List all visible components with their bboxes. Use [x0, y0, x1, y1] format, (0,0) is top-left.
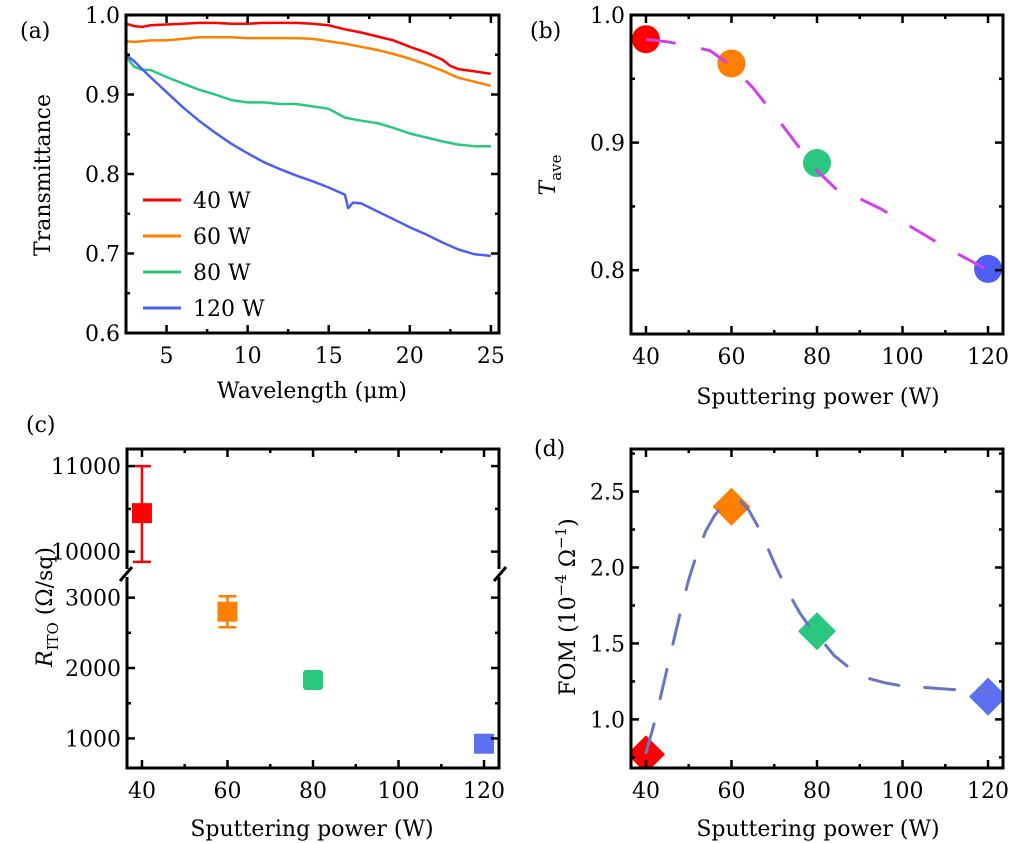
- markers-d: [631, 487, 1003, 768]
- data-point-120w: [969, 677, 1003, 716]
- panel-label-a: (a): [20, 19, 50, 44]
- data-point-60w: [717, 49, 746, 78]
- x-tick-label-a: 10: [234, 344, 262, 369]
- y-tick-label-b: 0.8: [590, 259, 625, 284]
- x-tick-label-d: 100: [882, 779, 924, 804]
- panel-d-figure-of-merit: (d) 40 60 80 100 120 1.0 1.5 2.0 2.5 Sputtering …: [534, 437, 1009, 842]
- svg-text:Tave: Tave: [536, 154, 565, 195]
- y-tick-label-b: 0.9: [590, 132, 625, 157]
- y-axis-title-b: Tave: [536, 154, 565, 195]
- data-point-40w: [631, 735, 665, 768]
- data-point-120w: [474, 733, 495, 754]
- series-line-40w: [125, 21, 492, 76]
- panel-b-average-transmittance: (b) 40 60 80 100 120 0.8 0.9 1.0 Sputtering pow…: [530, 4, 1009, 410]
- y-axis-title-a: Transmittance: [31, 94, 56, 256]
- data-point-80w: [303, 670, 323, 691]
- axis-break-mark-left: [118, 566, 134, 582]
- y-axis-title-d-mid: Ω: [556, 549, 581, 574]
- legend-label: 60 W: [193, 225, 251, 250]
- panel-label-d: (d): [534, 437, 565, 462]
- y-axis-title-b-main: T: [536, 178, 561, 195]
- x-axis-title-a: Wavelength (μm): [217, 379, 407, 404]
- series-line-120w: [125, 53, 492, 258]
- plot-area-a: 5 10 15 20 25 0.6 0.7 0.8 0.9 1.0: [85, 4, 505, 369]
- x-tick-label-d: 120: [967, 779, 1009, 804]
- x-tick-label-b: 80: [803, 345, 831, 370]
- data-point-80w: [803, 149, 831, 178]
- y-axis-title-c: RITO (Ω/sq): [33, 547, 62, 668]
- x-tick-label-a: 15: [315, 344, 343, 369]
- y-tick-label-a: 0.6: [85, 322, 120, 347]
- plot-area-c: 40 60 80 100 120 1000 2000 3000 10000 11000: [51, 447, 508, 804]
- y-tick-label-d: 2.5: [590, 481, 625, 506]
- x-tick-label-b: 120: [967, 345, 1009, 370]
- y-axis-title-d-end: ): [556, 518, 581, 527]
- x-axis-title-d: Sputtering power (W): [696, 817, 939, 842]
- data-point-60w: [712, 487, 751, 526]
- y-axis-title-c-sub: ITO: [44, 622, 62, 650]
- y-tick-label-c: 10000: [51, 541, 121, 566]
- y-tick-label-a: 0.7: [85, 243, 120, 268]
- x-tick-label-b: 100: [882, 345, 924, 370]
- y-tick-label-c: 3000: [65, 587, 121, 612]
- y-axis-title-c-unit: (Ω/sq): [33, 547, 58, 622]
- x-tick-label-a: 25: [477, 344, 505, 369]
- panel-label-c: (c): [26, 413, 56, 438]
- y-tick-label-c: 2000: [65, 657, 121, 682]
- x-axis-title-c: Sputtering power (W): [190, 817, 433, 842]
- x-tick-label-a: 20: [396, 344, 424, 369]
- y-tick-label-d: 1.0: [590, 708, 625, 733]
- y-tick-label-c: 11000: [51, 455, 121, 480]
- y-tick-label-d: 1.5: [590, 632, 625, 657]
- svg-text:FOM (10−4 Ω−1): FOM (10−4 Ω−1): [552, 518, 581, 695]
- data-point-60w: [217, 601, 238, 622]
- x-tick-label-c: 100: [378, 779, 420, 804]
- plot-frame-a: [124, 13, 501, 335]
- data-point-120w: [974, 254, 1003, 283]
- plot-frame-c: [125, 447, 501, 770]
- series-line-60w: [125, 36, 492, 88]
- plot-area-b: 40 60 80 100 120 0.8 0.9 1.0: [590, 4, 1009, 370]
- legend-a: 40 W 60 W 80 W 120 W: [143, 189, 265, 322]
- x-tick-label-d: 40: [632, 779, 660, 804]
- x-tick-label-d: 80: [803, 779, 831, 804]
- y-tick-label-b: 1.0: [590, 4, 625, 29]
- y-axis-title-d-sup2: −1: [552, 527, 570, 549]
- plot-area-d: 40 60 80 100 120 1.0 1.5 2.0 2.5: [590, 447, 1009, 804]
- fit-line-d: [644, 498, 990, 755]
- legend-label: 40 W: [193, 189, 251, 214]
- x-tick-label-c: 80: [299, 779, 327, 804]
- legend-label: 120 W: [193, 297, 265, 322]
- legend-label: 80 W: [193, 261, 251, 286]
- data-point-40w: [631, 25, 660, 54]
- panel-a-transmittance-spectra: (a) 5 10 15 20 25 0.6 0.7 0.8 0.9 1.0 Wavelength …: [20, 4, 505, 404]
- plot-frame-d: [629, 447, 1005, 770]
- fit-line-b: [645, 37, 989, 272]
- data-point-40w: [131, 503, 152, 524]
- svg-text:RITO (Ω/sq): RITO (Ω/sq): [33, 547, 62, 668]
- y-tick-label-d: 2.0: [590, 556, 625, 581]
- panel-label-b: (b): [530, 19, 561, 44]
- x-tick-label-c: 60: [213, 779, 241, 804]
- x-axis-title-b: Sputtering power (W): [696, 385, 939, 410]
- y-tick-label-a: 1.0: [85, 4, 120, 29]
- x-tick-label-d: 60: [717, 779, 745, 804]
- x-tick-label-b: 60: [717, 345, 745, 370]
- x-tick-label-c: 120: [463, 779, 505, 804]
- series-line-80w: [125, 55, 491, 148]
- y-axis-title-d-main: FOM (10: [556, 596, 581, 695]
- x-tick-label-a: 5: [160, 344, 174, 369]
- y-axis-title-c-main: R: [33, 650, 58, 668]
- panel-c-sheet-resistance: (c) 40 60 80 100 120 1000 2000 3000 10000 11000 S…: [26, 413, 508, 842]
- y-axis-title-d: FOM (10−4 Ω−1): [552, 518, 581, 695]
- y-axis-title-b-sub: ave: [547, 154, 565, 180]
- x-tick-label-c: 40: [128, 779, 156, 804]
- y-tick-label-a: 0.9: [85, 84, 120, 109]
- y-tick-label-c: 1000: [65, 727, 121, 752]
- x-tick-label-b: 40: [632, 345, 660, 370]
- y-axis-title-d-sup: −4: [552, 574, 570, 596]
- y-tick-label-a: 0.8: [85, 163, 120, 188]
- axis-break-mark-right: [492, 566, 508, 582]
